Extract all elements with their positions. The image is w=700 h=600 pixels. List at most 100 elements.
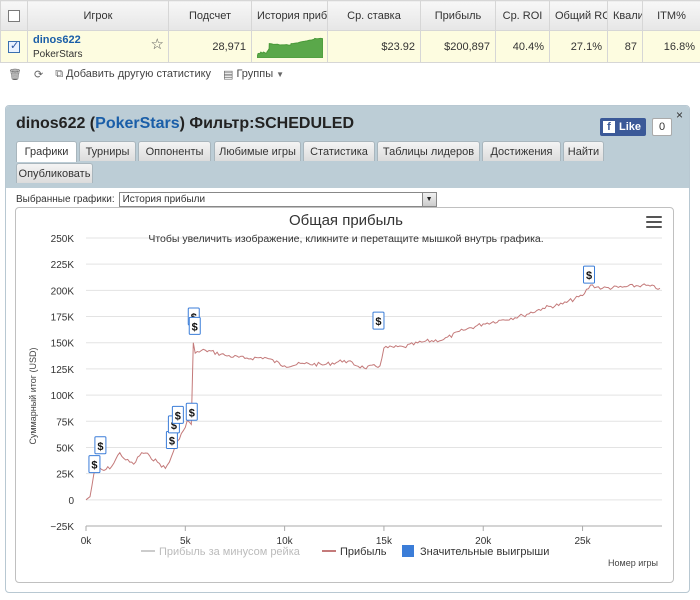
groups-dropdown[interactable]: ▤ Группы ▼ [223,68,284,81]
chevron-down-icon: ▼ [276,69,285,79]
col-header-quali[interactable]: Квали [607,0,643,31]
add-column-icon: ⧉ [55,67,64,80]
facebook-like-label: Like [619,121,642,133]
legend-label: Значительные выигрыши [420,546,549,558]
y-tick-label: 125K [51,365,75,376]
col-header-count[interactable]: Подсчет [168,0,252,31]
big-win-marker[interactable]: $ [372,311,385,330]
y-tick-label: 200K [51,286,75,297]
itm-cell: 16.8% [642,30,700,63]
svg-text:$: $ [97,441,103,453]
chart-axes: −25K 0 25K 50K 75K 100K 125K 150K 175K 200K 225K 25… [50,234,662,547]
row-checkbox[interactable] [8,39,20,53]
y-tick-label: 50K [56,443,74,454]
chart-select[interactable]: История прибыли ▼ [118,192,437,207]
profit-sparkline [257,37,323,58]
tab-search[interactable]: Найти [563,141,604,161]
col-header-profit-history[interactable]: История прибы [251,0,328,31]
select-all-checkbox[interactable] [8,9,20,22]
y-axis-label: Суммарный итог (USD) [28,347,38,444]
y-tick-label: 0 [68,496,74,507]
profit-chart-svg[interactable]: Общая прибыль Чтобы увеличить изображени… [16,208,675,584]
table-header-row: Игрок Подсчет История прибы Ср. ставка П… [0,0,700,31]
chart-select-value: История прибыли [122,194,206,205]
big-win-marker[interactable]: $ [165,431,178,450]
col-header-avg-roi[interactable]: Ср. ROI [495,0,550,31]
player-name-link[interactable]: dinos622 [33,33,81,46]
svg-text:$: $ [192,321,198,333]
tab-leaderboards[interactable]: Таблицы лидеров [377,141,480,161]
avg-roi-cell: 40.4% [495,30,550,63]
y-tick-label: 175K [51,313,75,324]
panel-network-link[interactable]: PokerStars [95,115,180,132]
svg-text:$: $ [171,420,177,432]
col-header-player[interactable]: Игрок [27,0,169,31]
favorite-star-icon[interactable]: ☆ [150,36,164,53]
chart-selector-label: Выбранные графики: [16,194,115,205]
profit-chart[interactable]: Общая прибыль Чтобы увеличить изображени… [15,207,674,583]
profit-cell: $200,897 [420,30,496,63]
x-tick-label: 5k [180,536,192,547]
table-row[interactable]: dinos622 PokerStars ☆ 28,971 $23.92 $200… [0,30,700,63]
col-header-total-roi[interactable]: Общий ROI [549,0,608,31]
y-tick-label: 225K [51,260,75,271]
x-tick-label: 25k [574,536,591,547]
col-header-avg-stake[interactable]: Ср. ставка [327,0,421,31]
chart-legend: Прибыль за минусом рейка Прибыль Значитель… [141,545,549,558]
facebook-like-button[interactable]: f Like [600,118,647,136]
legend-item[interactable]: Прибыль [322,546,387,558]
big-win-marker[interactable]: $ [188,316,201,335]
big-win-marker[interactable]: $ [94,436,107,455]
tab-achievements[interactable]: Достижения [482,141,561,161]
x-tick-label: 20k [475,536,492,547]
tab-tournaments[interactable]: Турниры [79,141,136,161]
svg-text:$: $ [175,410,181,422]
player-network: PokerStars [33,48,83,60]
refresh-icon[interactable]: ⟳ [33,68,44,81]
groups-label: Группы [236,68,274,80]
tab-charts[interactable]: Графики [16,141,77,162]
avg-stake-cell: $23.92 [327,30,421,63]
select-all-cell[interactable] [0,0,28,31]
legend-label: Прибыль за минусом рейка [159,546,301,558]
big-win-marker[interactable]: $ [88,455,101,474]
chevron-down-icon[interactable]: ▼ [421,193,436,206]
col-header-profit[interactable]: Прибыль [420,0,496,31]
player-profile-panel: dinos622 (PokerStars) Фильтр:SCHEDULED ×… [5,105,690,593]
panel-player-name: dinos622 [16,115,86,132]
big-win-marker[interactable]: $ [171,405,184,424]
svg-text:$: $ [586,270,592,282]
x-axis-label: Номер игры [608,558,658,568]
chart-title: Общая прибыль [289,212,403,229]
svg-text:$: $ [375,316,381,328]
col-header-itm[interactable]: ITM% [642,0,700,31]
close-icon[interactable]: × [675,108,683,122]
tab-publish[interactable]: Опубликовать [16,163,93,183]
big-win-marker[interactable]: $ [185,402,198,421]
legend-label: Прибыль [340,546,387,558]
y-tick-label: 100K [51,391,75,402]
trash-icon[interactable]: 🗑 [8,68,22,81]
facebook-icon: f [603,121,615,133]
row-select-cell[interactable] [0,30,28,63]
legend-item[interactable]: Значительные выигрыши [402,545,549,558]
legend-item[interactable]: Прибыль за минусом рейка [141,546,301,558]
x-tick-label: 0k [81,536,93,547]
profit-sparkline-cell [251,30,328,63]
tab-favorite-games[interactable]: Любимые игры [214,141,301,161]
stats-table: Игрок Подсчет История прибы Ср. ставка П… [0,0,700,63]
chart-menu-icon[interactable] [646,216,662,229]
tab-statistics[interactable]: Статистика [303,141,375,161]
sparkline-area [257,37,323,58]
y-tick-label: −25K [50,522,74,533]
chart-subtitle: Чтобы увеличить изображение, кликните и … [148,233,543,245]
big-win-markers: $$$$$$$$$$ [88,265,596,474]
add-stats-label: Добавить другую статистику [66,68,212,80]
tab-opponents[interactable]: Оппоненты [138,141,211,161]
add-stats-button[interactable]: ⧉ Добавить другую статистику [55,68,211,81]
count-cell: 28,971 [168,30,252,63]
big-win-marker[interactable]: $ [583,265,596,284]
y-tick-label: 75K [56,417,74,428]
groups-icon: ▤ [223,68,234,81]
y-tick-label: 250K [51,234,75,245]
